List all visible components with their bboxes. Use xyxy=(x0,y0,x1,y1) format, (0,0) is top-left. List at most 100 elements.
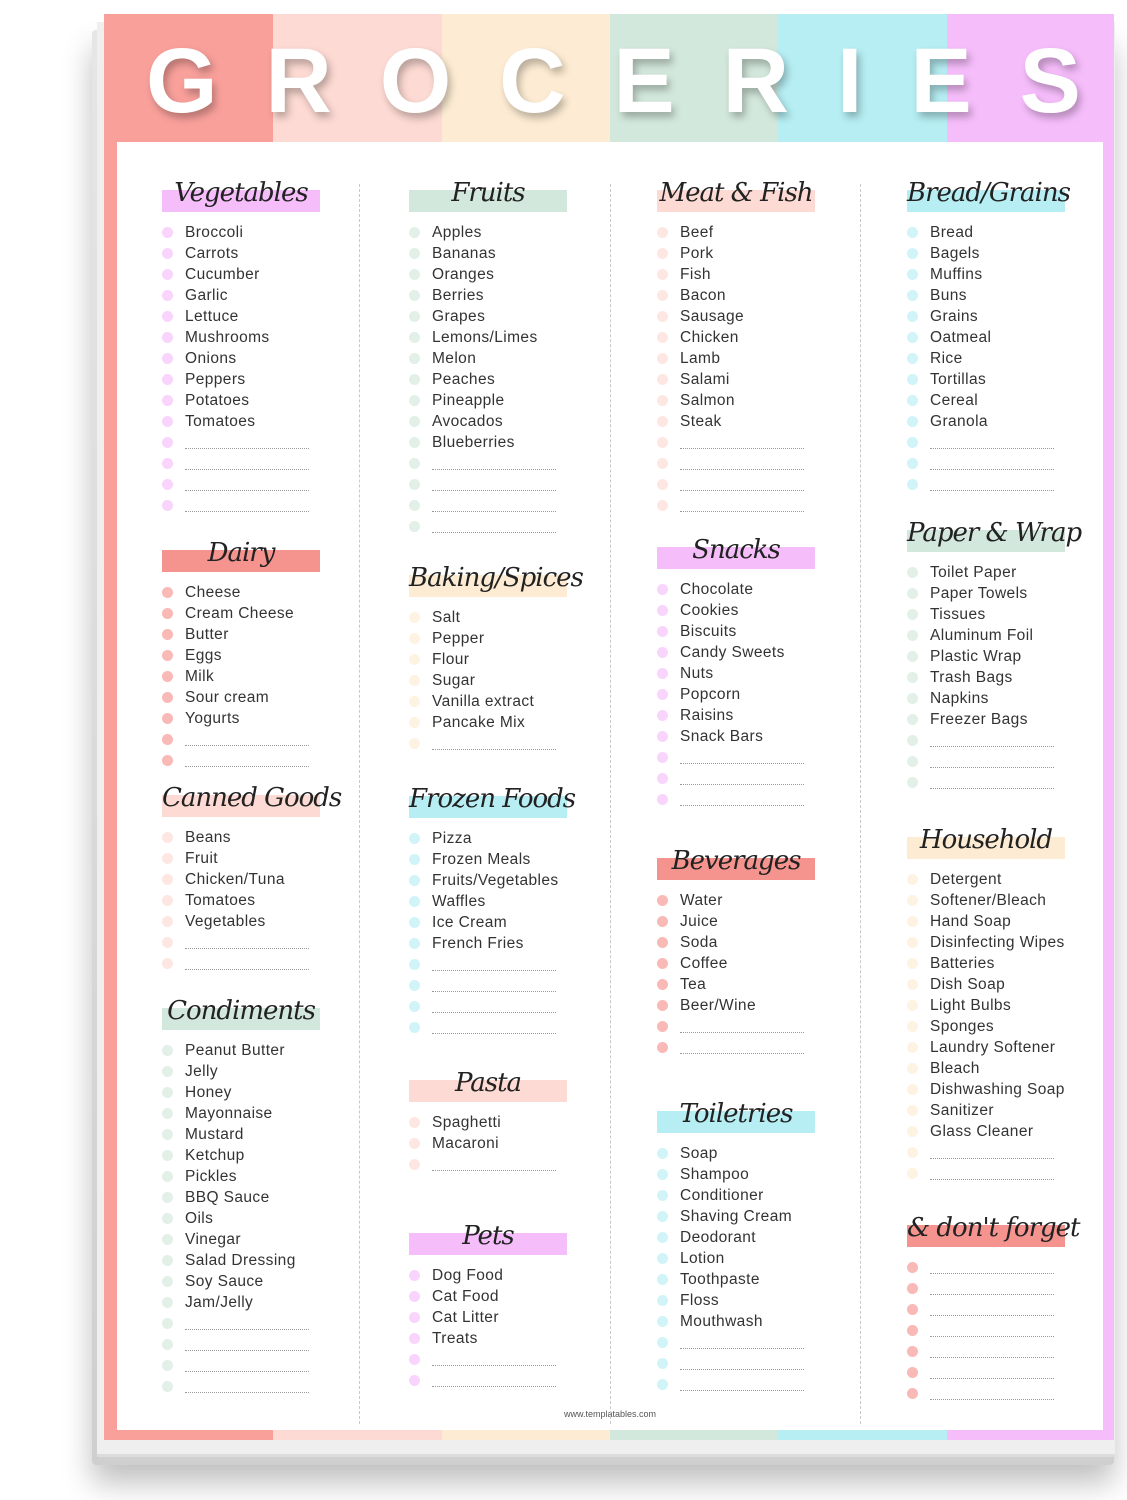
checkbox-dot-icon[interactable] xyxy=(409,1291,420,1302)
list-item[interactable]: Fish xyxy=(657,264,847,285)
write-in-line[interactable] xyxy=(432,979,556,992)
write-in-line[interactable] xyxy=(432,1374,556,1387)
checkbox-dot-icon[interactable] xyxy=(657,1000,668,1011)
list-item[interactable]: Bananas xyxy=(409,243,599,264)
checkbox-dot-icon[interactable] xyxy=(409,980,420,991)
blank-item-line[interactable] xyxy=(657,747,847,768)
blank-item-line[interactable] xyxy=(907,453,1097,474)
list-item[interactable]: Dog Food xyxy=(409,1265,599,1286)
checkbox-dot-icon[interactable] xyxy=(162,1255,173,1266)
checkbox-dot-icon[interactable] xyxy=(657,353,668,364)
checkbox-dot-icon[interactable] xyxy=(657,1337,668,1348)
list-item[interactable]: Trash Bags xyxy=(907,667,1097,688)
blank-item-line[interactable] xyxy=(907,730,1097,751)
list-item[interactable]: Glass Cleaner xyxy=(907,1121,1097,1142)
list-item[interactable]: Granola xyxy=(907,411,1097,432)
list-item[interactable]: Garlic xyxy=(162,285,352,306)
list-item[interactable]: Soda xyxy=(657,932,847,953)
blank-item-line[interactable] xyxy=(907,1320,1097,1341)
list-item[interactable]: Plastic Wrap xyxy=(907,646,1097,667)
write-in-line[interactable] xyxy=(432,1158,556,1171)
checkbox-dot-icon[interactable] xyxy=(162,248,173,259)
checkbox-dot-icon[interactable] xyxy=(409,437,420,448)
checkbox-dot-icon[interactable] xyxy=(657,668,668,679)
checkbox-dot-icon[interactable] xyxy=(657,1274,668,1285)
checkbox-dot-icon[interactable] xyxy=(162,479,173,490)
blank-item-line[interactable] xyxy=(657,789,847,810)
checkbox-dot-icon[interactable] xyxy=(162,1360,173,1371)
blank-item-line[interactable] xyxy=(162,474,352,495)
list-item[interactable]: Tortillas xyxy=(907,369,1097,390)
checkbox-dot-icon[interactable] xyxy=(409,833,420,844)
list-item[interactable]: Beef xyxy=(657,222,847,243)
checkbox-dot-icon[interactable] xyxy=(162,671,173,682)
list-item[interactable]: Raisins xyxy=(657,705,847,726)
checkbox-dot-icon[interactable] xyxy=(907,416,918,427)
checkbox-dot-icon[interactable] xyxy=(162,353,173,364)
list-item[interactable]: Detergent xyxy=(907,869,1097,890)
checkbox-dot-icon[interactable] xyxy=(162,395,173,406)
checkbox-dot-icon[interactable] xyxy=(162,1066,173,1077)
write-in-line[interactable] xyxy=(432,457,556,470)
write-in-line[interactable] xyxy=(432,1021,556,1034)
list-item[interactable]: Snack Bars xyxy=(657,726,847,747)
checkbox-dot-icon[interactable] xyxy=(907,588,918,599)
checkbox-dot-icon[interactable] xyxy=(907,479,918,490)
list-item[interactable]: Eggs xyxy=(162,645,352,666)
write-in-line[interactable] xyxy=(680,499,804,512)
list-item[interactable]: Bread xyxy=(907,222,1097,243)
write-in-line[interactable] xyxy=(680,793,804,806)
list-item[interactable]: Floss xyxy=(657,1290,847,1311)
checkbox-dot-icon[interactable] xyxy=(907,609,918,620)
write-in-line[interactable] xyxy=(432,1353,556,1366)
checkbox-dot-icon[interactable] xyxy=(409,353,420,364)
checkbox-dot-icon[interactable] xyxy=(409,290,420,301)
checkbox-dot-icon[interactable] xyxy=(657,395,668,406)
list-item[interactable]: Freezer Bags xyxy=(907,709,1097,730)
checkbox-dot-icon[interactable] xyxy=(907,1105,918,1116)
list-item[interactable]: Napkins xyxy=(907,688,1097,709)
list-item[interactable]: Vegetables xyxy=(162,911,352,932)
list-item[interactable]: Dishwashing Soap xyxy=(907,1079,1097,1100)
list-item[interactable]: Cream Cheese xyxy=(162,603,352,624)
checkbox-dot-icon[interactable] xyxy=(162,1150,173,1161)
checkbox-dot-icon[interactable] xyxy=(409,675,420,686)
list-item[interactable]: Lemons/Limes xyxy=(409,327,599,348)
checkbox-dot-icon[interactable] xyxy=(162,1381,173,1392)
checkbox-dot-icon[interactable] xyxy=(907,437,918,448)
checkbox-dot-icon[interactable] xyxy=(162,500,173,511)
checkbox-dot-icon[interactable] xyxy=(409,854,420,865)
checkbox-dot-icon[interactable] xyxy=(409,1138,420,1149)
checkbox-dot-icon[interactable] xyxy=(409,248,420,259)
checkbox-dot-icon[interactable] xyxy=(162,916,173,927)
checkbox-dot-icon[interactable] xyxy=(657,374,668,385)
blank-item-line[interactable] xyxy=(657,1037,847,1058)
blank-item-line[interactable] xyxy=(162,932,352,953)
write-in-line[interactable] xyxy=(432,499,556,512)
list-item[interactable]: Onions xyxy=(162,348,352,369)
blank-item-line[interactable] xyxy=(907,432,1097,453)
write-in-line[interactable] xyxy=(930,1324,1054,1337)
list-item[interactable]: Pancake Mix xyxy=(409,712,599,733)
blank-item-line[interactable] xyxy=(657,768,847,789)
list-item[interactable]: Berries xyxy=(409,285,599,306)
write-in-line[interactable] xyxy=(185,478,309,491)
checkbox-dot-icon[interactable] xyxy=(657,731,668,742)
write-in-line[interactable] xyxy=(185,936,309,949)
write-in-line[interactable] xyxy=(680,751,804,764)
list-item[interactable]: Shampoo xyxy=(657,1164,847,1185)
list-item[interactable]: Bleach xyxy=(907,1058,1097,1079)
checkbox-dot-icon[interactable] xyxy=(657,248,668,259)
list-item[interactable]: Cat Food xyxy=(409,1286,599,1307)
list-item[interactable]: Ice Cream xyxy=(409,912,599,933)
checkbox-dot-icon[interactable] xyxy=(907,1000,918,1011)
list-item[interactable]: Chicken xyxy=(657,327,847,348)
list-item[interactable]: Fruit xyxy=(162,848,352,869)
checkbox-dot-icon[interactable] xyxy=(907,1084,918,1095)
write-in-line[interactable] xyxy=(185,436,309,449)
blank-item-line[interactable] xyxy=(907,474,1097,495)
checkbox-dot-icon[interactable] xyxy=(907,1168,918,1179)
list-item[interactable]: Salmon xyxy=(657,390,847,411)
checkbox-dot-icon[interactable] xyxy=(162,587,173,598)
checkbox-dot-icon[interactable] xyxy=(162,713,173,724)
